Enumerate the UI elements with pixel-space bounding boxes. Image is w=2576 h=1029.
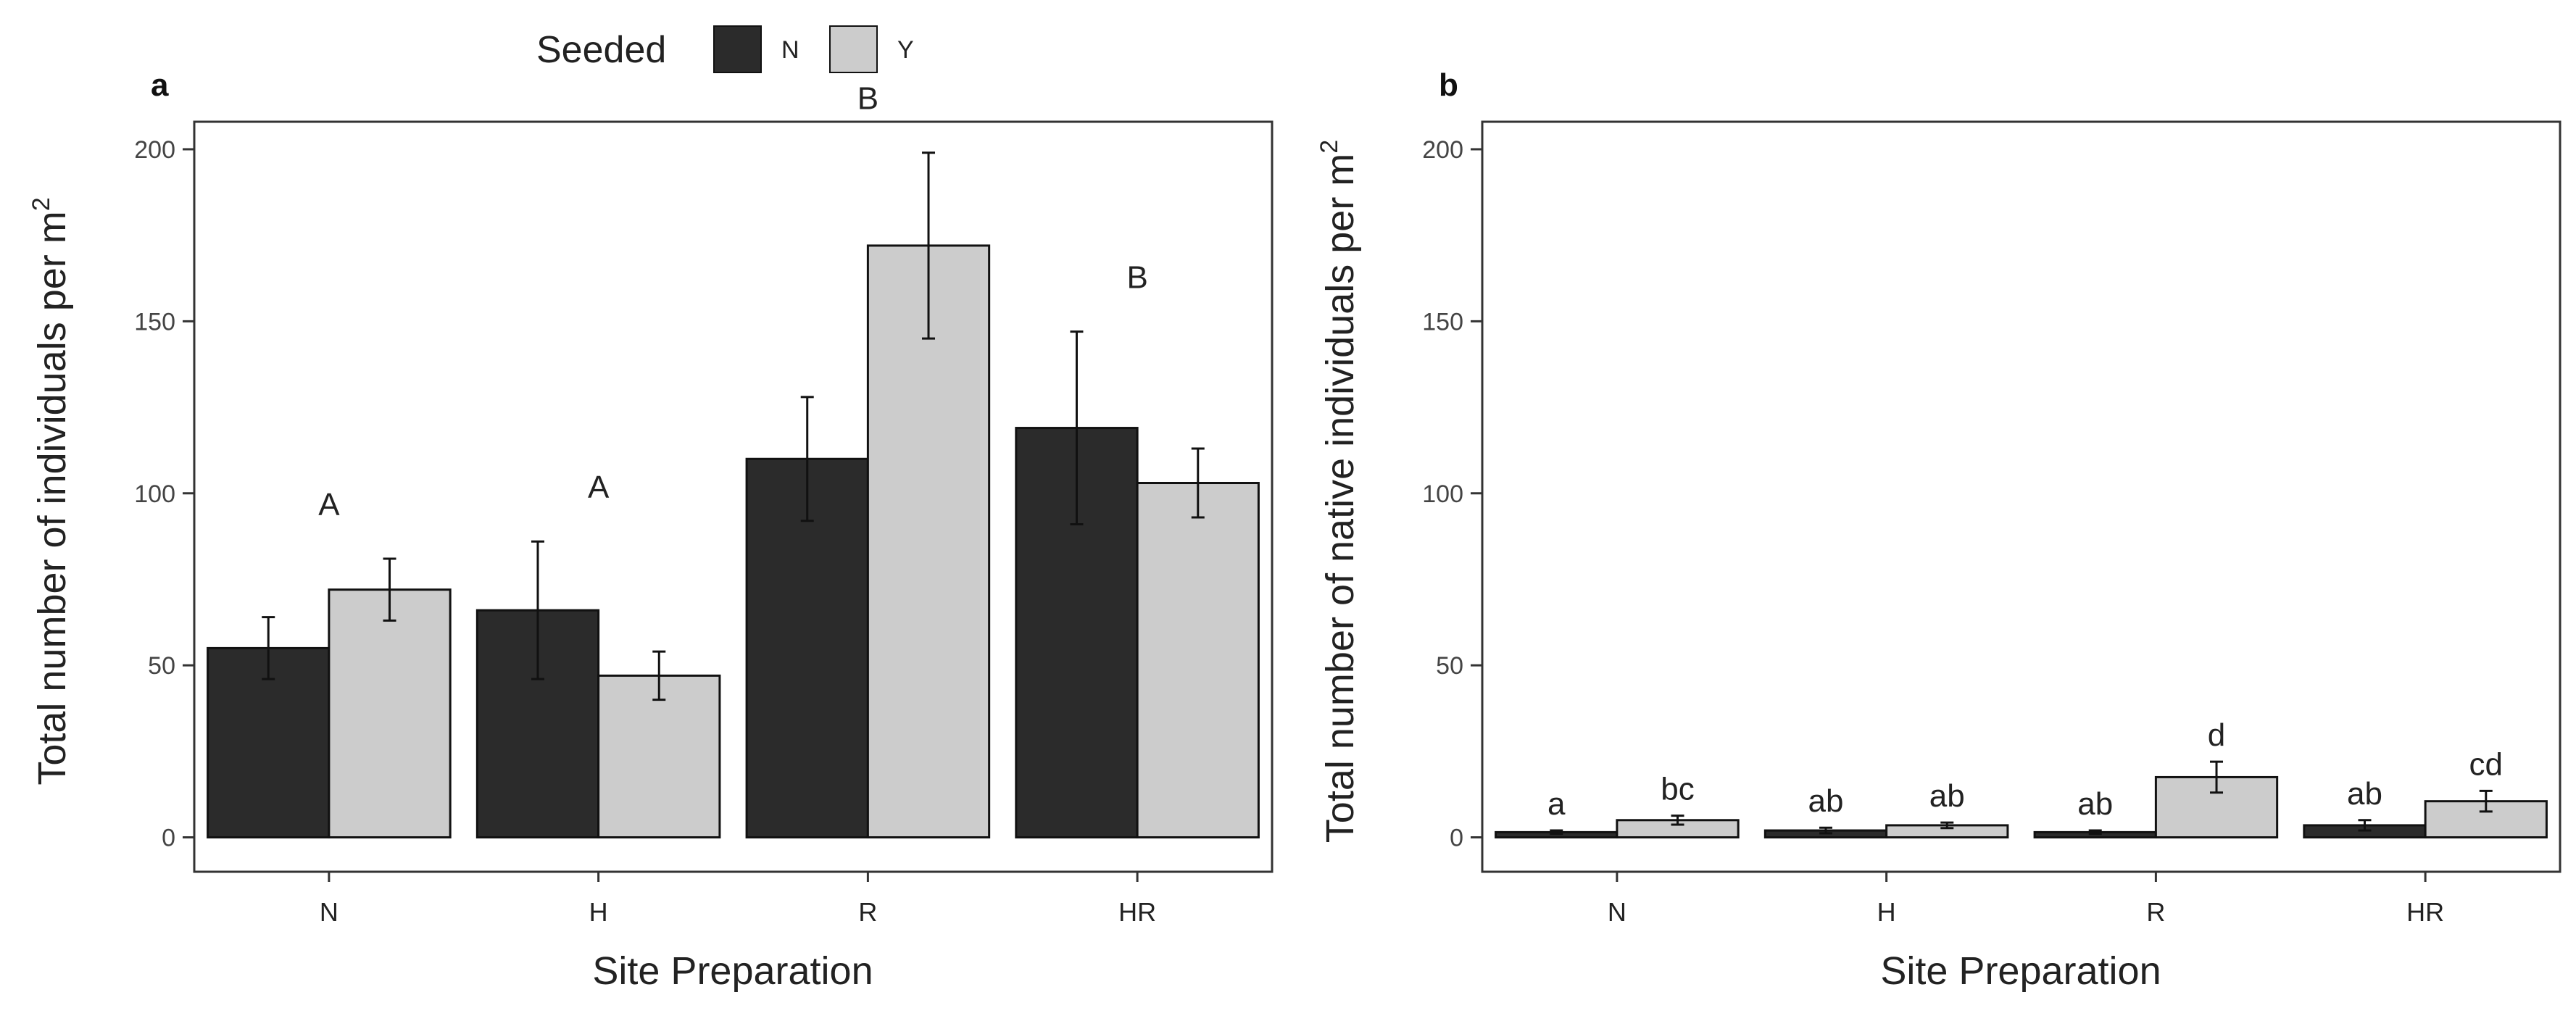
- legend-label-y: Y: [897, 36, 914, 64]
- group-label: A: [588, 470, 610, 505]
- bar: [866, 244, 991, 839]
- significance-label: ab: [1808, 783, 1844, 819]
- group-label: B: [1126, 260, 1147, 296]
- y-tick-label: 50: [148, 652, 175, 680]
- y-tick-label: 50: [1436, 652, 1463, 680]
- significance-label: ab: [1929, 778, 1965, 814]
- panel-a: a Total number of individuals per m2 Sit…: [28, 67, 1274, 993]
- x-tick-label: H: [589, 897, 608, 927]
- y-tick-label: 100: [134, 480, 175, 508]
- bars-b: a bc ab ab ab d ab cd: [1495, 717, 2548, 839]
- x-tick-label: N: [1608, 897, 1626, 927]
- panel-label-b: b: [1439, 67, 1458, 103]
- y-tick-label: 0: [1450, 825, 1463, 852]
- significance-label: d: [2208, 717, 2225, 753]
- y-tick-label: 150: [1422, 308, 1463, 336]
- y-tick-label: 200: [134, 136, 175, 164]
- bar: [745, 457, 869, 839]
- legend-swatch-n: [713, 25, 762, 73]
- x-axis-title-a: Site Preparation: [592, 949, 873, 993]
- y-axis-title-superscript-b: 2: [1316, 140, 1343, 154]
- y-tick-label: 100: [1422, 480, 1463, 508]
- significance-label: cd: [2469, 746, 2503, 782]
- x-tick-label: HR: [2406, 897, 2444, 927]
- y-tick-label: 0: [162, 825, 175, 852]
- x-ticks-b: N H R HR: [1608, 872, 2444, 927]
- significance-label: ab: [2347, 776, 2382, 812]
- bar: [2154, 775, 2279, 839]
- y-axis-title-a: Total number of individuals per m2: [28, 197, 74, 785]
- y-tick-label: 200: [1422, 136, 1463, 164]
- panel-b: b Total number of native individuals per…: [1316, 67, 2562, 993]
- bars-a: A A B B: [207, 81, 1260, 839]
- y-ticks-a: 0 50 100 150 200: [134, 136, 194, 852]
- x-tick-label: R: [2146, 897, 2165, 927]
- x-tick-label: R: [858, 897, 877, 927]
- group-label: B: [857, 81, 878, 117]
- legend-label-n: N: [781, 36, 799, 64]
- x-ticks-a: N H R HR: [320, 872, 1156, 927]
- bar: [328, 588, 452, 839]
- legend-swatch-y: [829, 25, 878, 73]
- significance-label: a: [1547, 786, 1566, 822]
- bar: [597, 674, 721, 839]
- x-axis-title-b: Site Preparation: [1880, 949, 2161, 993]
- panel-label-a: a: [151, 67, 169, 103]
- x-tick-label: HR: [1118, 897, 1156, 927]
- y-tick-label: 150: [134, 308, 175, 336]
- bar: [1136, 482, 1260, 839]
- y-ticks-b: 0 50 100 150 200: [1422, 136, 1482, 852]
- y-axis-title-b: Total number of native individuals per m…: [1316, 140, 1362, 843]
- significance-label: ab: [2077, 786, 2113, 822]
- legend: Seeded N Y: [536, 25, 914, 73]
- group-label: A: [318, 487, 340, 522]
- plot-frame-b: [1481, 120, 2562, 873]
- x-tick-label: N: [320, 897, 338, 927]
- significance-label: bc: [1661, 772, 1694, 807]
- y-axis-title-superscript-a: 2: [28, 197, 55, 211]
- legend-title: Seeded: [536, 29, 666, 71]
- x-tick-label: H: [1877, 897, 1896, 927]
- plot-frame-a: [193, 120, 1274, 873]
